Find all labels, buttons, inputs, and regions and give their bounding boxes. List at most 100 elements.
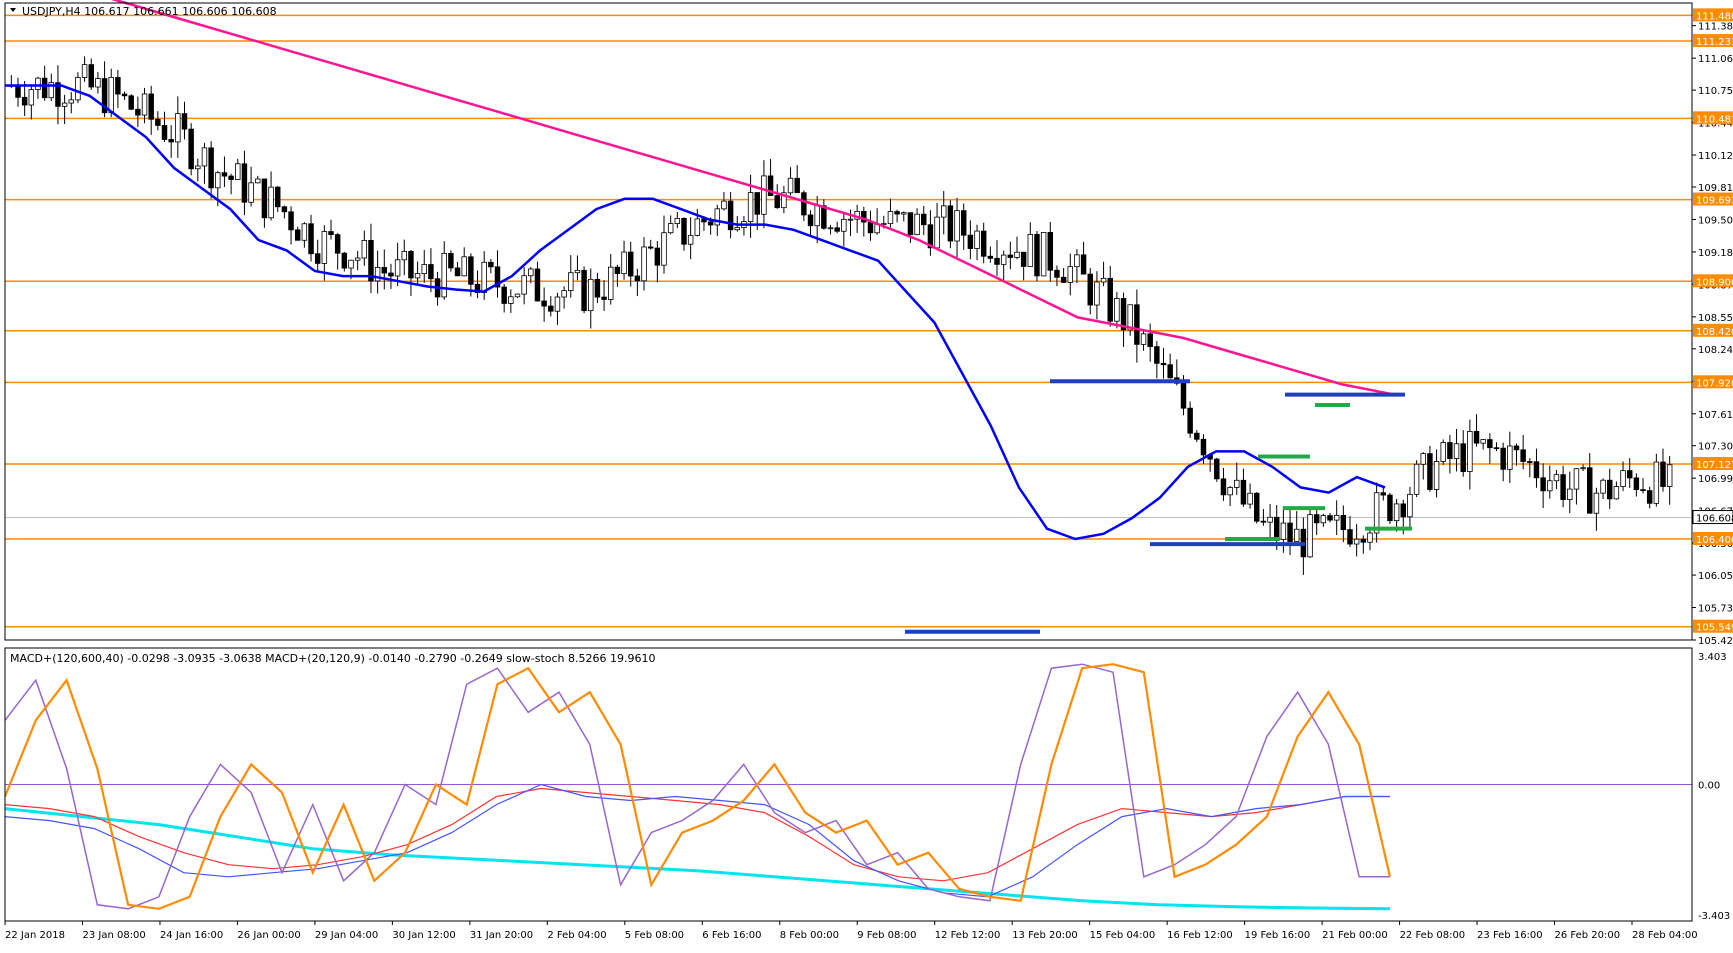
candle-body[interactable]: [940, 205, 947, 218]
candle-body[interactable]: [934, 216, 940, 249]
candle-body[interactable]: [128, 95, 134, 110]
candle-body[interactable]: [1360, 538, 1367, 543]
candle-body[interactable]: [1453, 443, 1460, 459]
candle-body[interactable]: [1127, 304, 1133, 331]
candle-body[interactable]: [328, 231, 334, 236]
candle-body[interactable]: [1154, 346, 1160, 364]
candle-body[interactable]: [954, 210, 960, 242]
candle-body[interactable]: [1254, 492, 1260, 522]
candle-body[interactable]: [521, 275, 527, 295]
candle-body[interactable]: [1114, 298, 1120, 322]
candle-body[interactable]: [374, 267, 381, 282]
candle-body[interactable]: [141, 93, 148, 116]
candle-body[interactable]: [208, 147, 214, 189]
candle-body[interactable]: [721, 200, 727, 210]
candle-body[interactable]: [308, 223, 314, 255]
candle-body[interactable]: [421, 264, 427, 274]
candle-body[interactable]: [921, 213, 927, 226]
indicator-pane[interactable]: 22 Jan 2018 23 Jan 08:00 24 Jan 16:00 26 Ja…: [3, 652, 1730, 941]
candle-body[interactable]: [1427, 453, 1433, 490]
candle-body[interactable]: [594, 278, 601, 298]
candle-body[interactable]: [494, 266, 501, 288]
candle-body[interactable]: [914, 213, 920, 236]
candle-body[interactable]: [508, 296, 514, 304]
candle-body[interactable]: [1507, 445, 1513, 470]
candle-body[interactable]: [394, 259, 401, 277]
candle-body[interactable]: [1666, 464, 1673, 487]
candle-body[interactable]: [1660, 461, 1666, 487]
candle-body[interactable]: [348, 259, 354, 269]
candle-body[interactable]: [1120, 298, 1127, 331]
candle-body[interactable]: [1333, 514, 1340, 521]
candle-body[interactable]: [994, 257, 1000, 265]
candle-body[interactable]: [694, 218, 701, 236]
candle-body[interactable]: [1060, 276, 1067, 283]
candle-body[interactable]: [221, 172, 228, 177]
candle-body[interactable]: [827, 227, 834, 230]
candle-body[interactable]: [1020, 251, 1027, 267]
candle-body[interactable]: [960, 210, 967, 236]
candle-body[interactable]: [468, 256, 474, 285]
candle-body[interactable]: [821, 205, 827, 229]
candle-body[interactable]: [1040, 232, 1047, 277]
candle-body[interactable]: [1067, 266, 1074, 283]
candle-body[interactable]: [1320, 515, 1327, 524]
candle-body[interactable]: [747, 192, 754, 222]
candle-body[interactable]: [1653, 461, 1660, 504]
candle-body[interactable]: [967, 234, 974, 249]
candle-body[interactable]: [541, 300, 547, 307]
candle-body[interactable]: [514, 293, 521, 298]
candle-body[interactable]: [1606, 479, 1613, 500]
candle-body[interactable]: [35, 77, 41, 90]
candle-body[interactable]: [1380, 492, 1387, 496]
candle-body[interactable]: [1034, 233, 1040, 277]
candle-body[interactable]: [241, 163, 248, 203]
candle-body[interactable]: [1553, 474, 1560, 482]
candle-body[interactable]: [754, 192, 760, 215]
candle-body[interactable]: [1187, 407, 1193, 434]
candle-body[interactable]: [408, 251, 414, 279]
candle-body[interactable]: [228, 175, 234, 180]
candle-body[interactable]: [1280, 522, 1287, 540]
candle-body[interactable]: [980, 230, 987, 257]
candle-body[interactable]: [1460, 443, 1466, 472]
candle-body[interactable]: [75, 77, 81, 101]
candle-body[interactable]: [894, 211, 900, 215]
candle-body[interactable]: [55, 82, 61, 107]
candle-body[interactable]: [314, 253, 321, 264]
candle-body[interactable]: [834, 227, 840, 232]
candle-body[interactable]: [1200, 438, 1207, 456]
candle-body[interactable]: [1194, 432, 1200, 440]
candle-body[interactable]: [1160, 362, 1167, 366]
candle-body[interactable]: [841, 218, 847, 232]
candle-body[interactable]: [634, 275, 641, 282]
candle-body[interactable]: [1027, 233, 1034, 267]
candle-body[interactable]: [548, 305, 554, 312]
candle-body[interactable]: [1407, 493, 1413, 518]
candle-body[interactable]: [1327, 515, 1333, 521]
candle-body[interactable]: [121, 93, 128, 97]
candle-body[interactable]: [1227, 487, 1233, 496]
candle-body[interactable]: [1107, 277, 1113, 322]
candle-body[interactable]: [714, 208, 721, 226]
candle-body[interactable]: [1273, 516, 1280, 540]
candle-body[interactable]: [288, 211, 294, 231]
candle-body[interactable]: [428, 264, 434, 280]
candle-body[interactable]: [861, 210, 867, 223]
candle-body[interactable]: [1220, 478, 1227, 496]
candle-body[interactable]: [1500, 447, 1506, 470]
candle-body[interactable]: [88, 64, 94, 88]
candle-body[interactable]: [41, 77, 48, 99]
candle-body[interactable]: [581, 269, 587, 312]
candle-body[interactable]: [368, 240, 374, 282]
header-dropdown-icon[interactable]: [10, 8, 16, 12]
candle-body[interactable]: [261, 178, 268, 219]
candle-body[interactable]: [101, 78, 108, 114]
candle-body[interactable]: [627, 251, 634, 277]
candle-body[interactable]: [61, 102, 68, 107]
candle-body[interactable]: [155, 118, 161, 126]
candle-body[interactable]: [108, 77, 114, 114]
candle-body[interactable]: [1014, 251, 1020, 258]
candle-body[interactable]: [1547, 480, 1553, 492]
